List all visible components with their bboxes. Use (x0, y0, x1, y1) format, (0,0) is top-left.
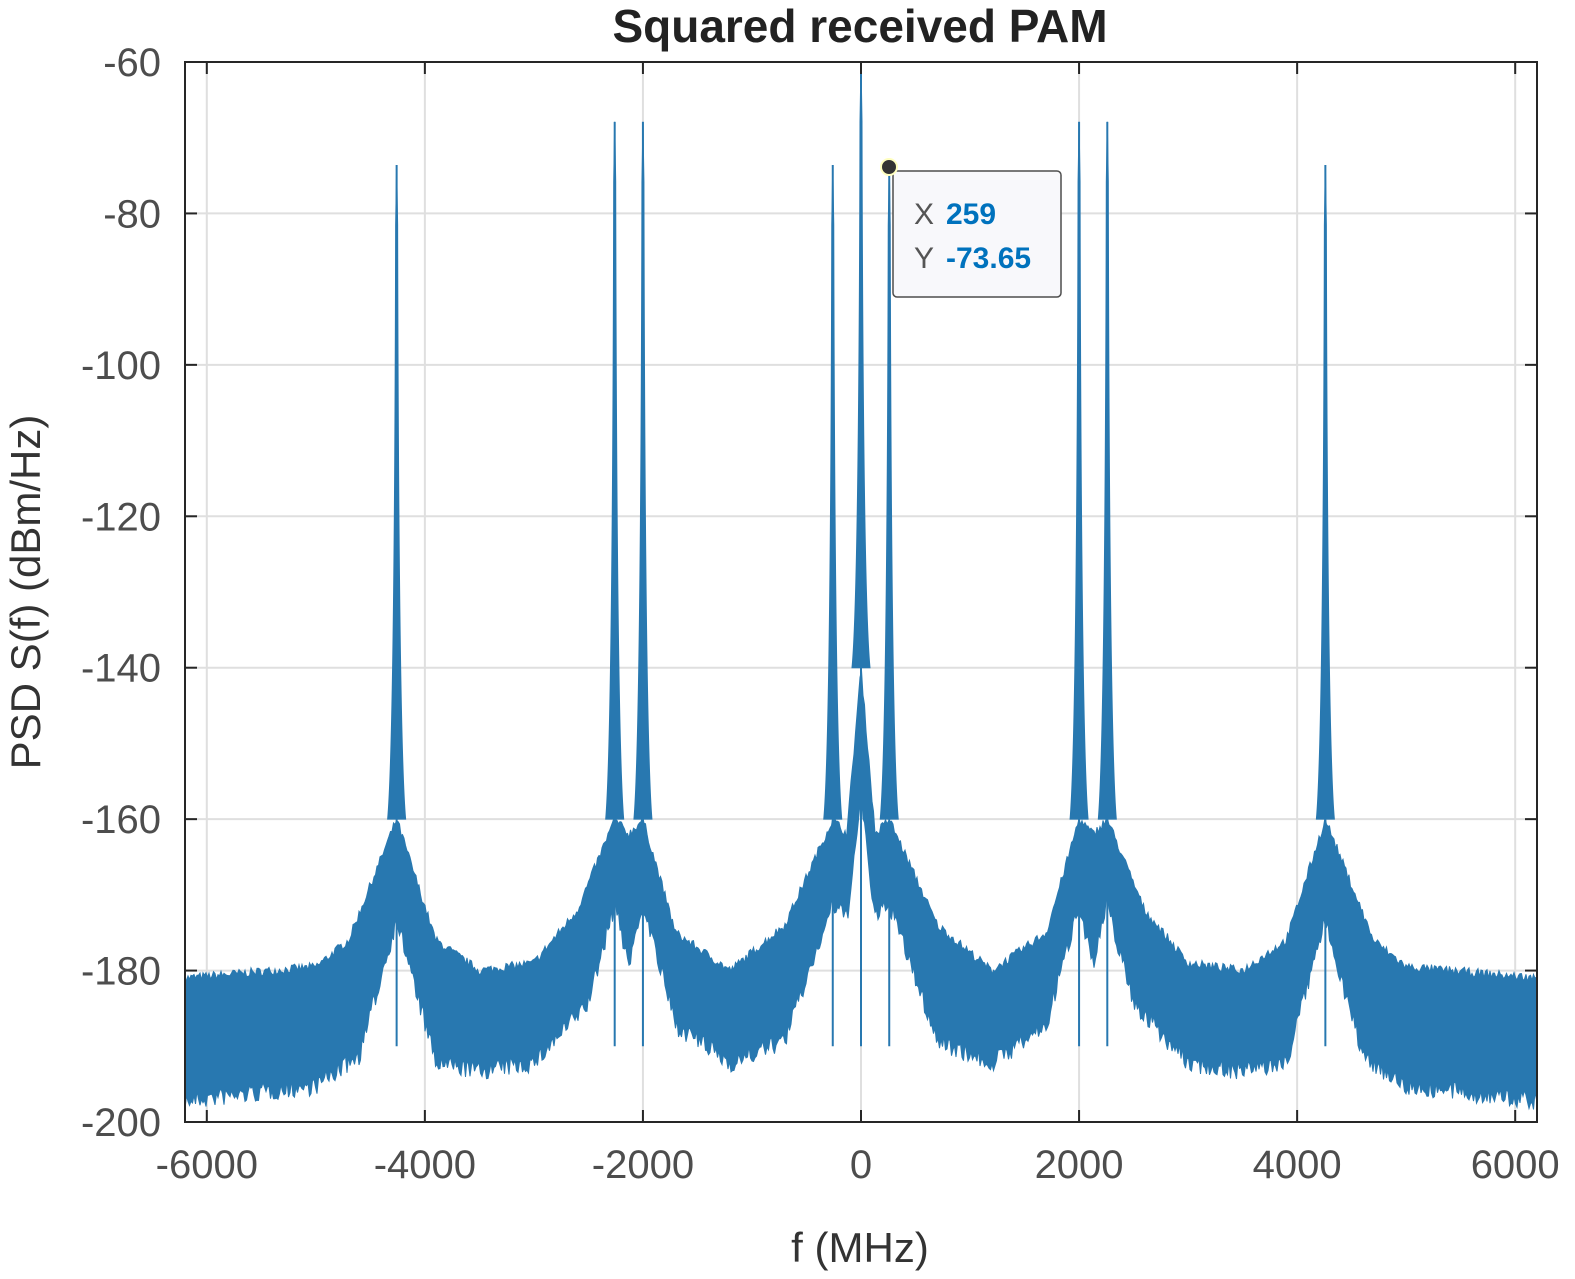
y-tick-label: -100 (81, 344, 161, 388)
axis-ticks: -6000 -4000 -2000 0 2000 4000 6000 -60 -80 -100 -1… (81, 41, 1560, 1187)
y-tick-label: -140 (81, 647, 161, 691)
x-tick-label: -2000 (592, 1143, 694, 1187)
x-axis-label: f (MHz) (791, 1224, 929, 1271)
y-tick-label: -80 (103, 192, 161, 236)
x-tick-label: 2000 (1035, 1143, 1124, 1187)
x-tick-label: 0 (850, 1143, 872, 1187)
data-tip-marker[interactable] (880, 158, 898, 176)
data-tip-y-value: -73.65 (946, 242, 1031, 275)
data-tip-x-key: X (914, 198, 934, 231)
x-tick-label: 4000 (1253, 1143, 1342, 1187)
x-tick-label: -6000 (156, 1143, 258, 1187)
psd-series (184, 61, 1537, 1111)
x-tick-label: 6000 (1471, 1143, 1560, 1187)
y-tick-label: -200 (81, 1101, 161, 1145)
chart-title: Squared received PAM (612, 0, 1107, 52)
y-axis-label: PSD S(f) (dBm/Hz) (2, 415, 49, 770)
y-tick-label: -160 (81, 798, 161, 842)
y-tick-label: -120 (81, 495, 161, 539)
y-tick-label: -60 (103, 41, 161, 85)
data-tip-y-key: Y (914, 242, 934, 275)
y-tick-label: -180 (81, 950, 161, 994)
data-tip-x-value: 259 (946, 198, 996, 231)
data-tip[interactable]: X 259 Y -73.65 (880, 158, 1062, 298)
data-tip-box (892, 170, 1062, 298)
x-tick-label: -4000 (374, 1143, 476, 1187)
